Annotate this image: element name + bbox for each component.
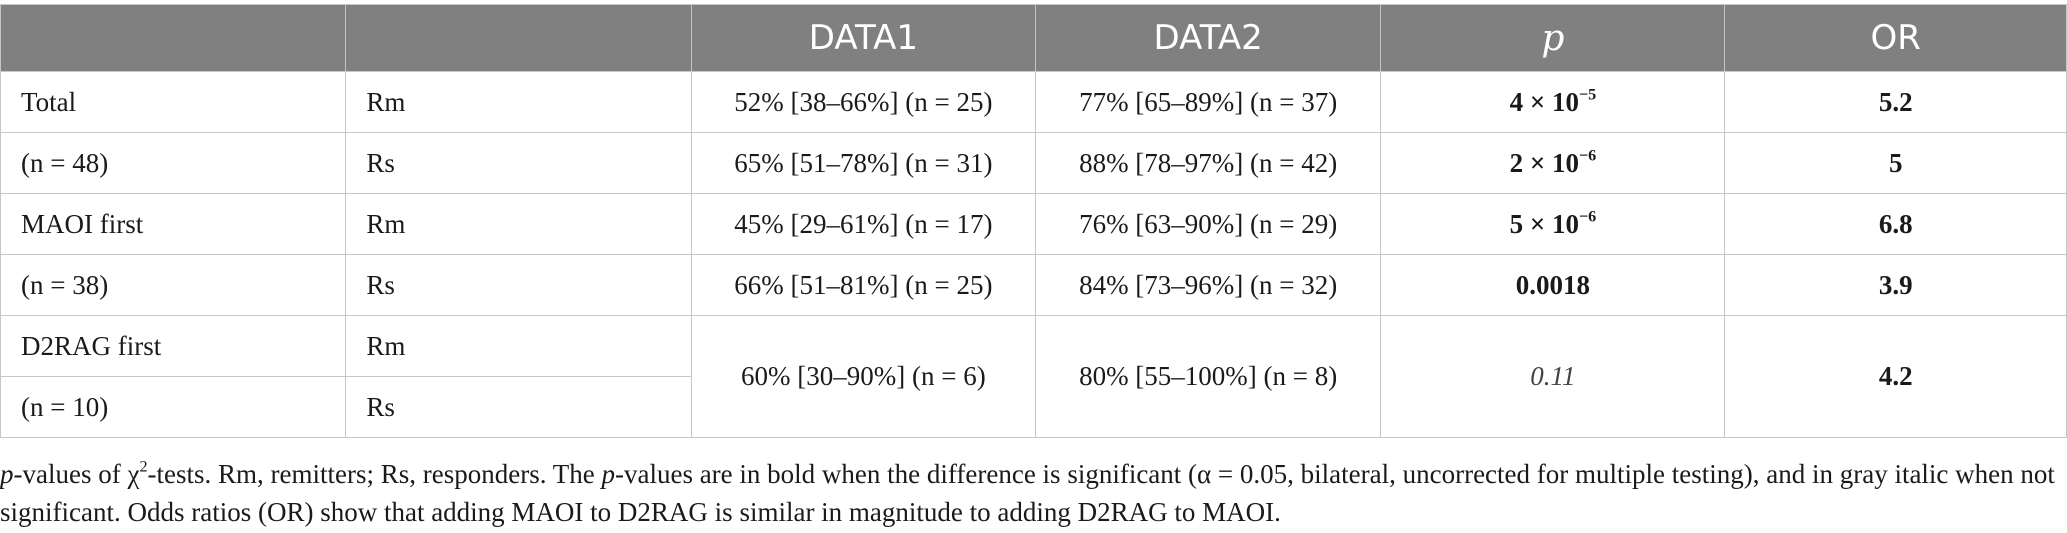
caption-superscript: 2 xyxy=(139,457,148,476)
header-data2: DATA2 xyxy=(1034,4,1382,72)
data2-cell: 88% [78–97%] (n = 42) xyxy=(1034,132,1382,194)
group-label: D2RAG first xyxy=(0,315,347,377)
p-value-base: 5 × 10 xyxy=(1509,208,1579,239)
table-row: MAOI first Rm 45% [29–61%] (n = 17) 76% … xyxy=(0,193,2067,255)
data1-cell: 66% [51–81%] (n = 25) xyxy=(690,254,1036,316)
p-value-exponent: −6 xyxy=(1578,146,1597,165)
type-label: Rs xyxy=(345,132,692,194)
results-table: DATA1 DATA2 p OR Total Rm 52% [38–66%] (… xyxy=(0,4,2067,438)
p-value-exponent: −6 xyxy=(1578,207,1597,226)
odds-ratio-cell: 3.9 xyxy=(1724,254,2067,316)
header-p-value: p xyxy=(1380,4,1726,72)
table-row: (n = 10) Rs xyxy=(0,376,2067,438)
data2-merged-cell: 80% [55–100%] (n = 8) xyxy=(1034,315,1382,438)
p-value-cell: 2 × 10−6 xyxy=(1380,132,1726,194)
table-caption: p-values of χ2-tests. Rm, remitters; Rs,… xyxy=(0,455,2060,531)
p-value-exponent: −5 xyxy=(1578,85,1597,104)
p-value-base: 2 × 10 xyxy=(1509,147,1579,178)
caption-text: -values are in bold when the difference … xyxy=(0,459,2055,527)
group-label: Total xyxy=(0,71,347,133)
caption-p-symbol: p xyxy=(0,459,14,489)
group-label: (n = 48) xyxy=(0,132,347,194)
type-label: Rs xyxy=(345,254,692,316)
header-group xyxy=(0,4,347,72)
odds-ratio-cell: 5 xyxy=(1724,132,2067,194)
data2-cell: 76% [63–90%] (n = 29) xyxy=(1034,193,1382,255)
header-type xyxy=(345,4,692,72)
header-data1: DATA1 xyxy=(690,4,1036,72)
caption-text: -values of χ xyxy=(13,459,140,489)
p-value-cell: 4 × 10−5 xyxy=(1380,71,1726,133)
p-value-cell: 0.0018 xyxy=(1380,254,1726,316)
type-label: Rm xyxy=(345,193,692,255)
odds-ratio-cell: 6.8 xyxy=(1724,193,2067,255)
data1-cell: 52% [38–66%] (n = 25) xyxy=(690,71,1036,133)
table-row: (n = 48) Rs 65% [51–78%] (n = 31) 88% [7… xyxy=(0,132,2067,194)
group-label: MAOI first xyxy=(0,193,347,255)
data1-merged-cell: 60% [30–90%] (n = 6) xyxy=(690,315,1036,438)
p-value-cell: 5 × 10−6 xyxy=(1380,193,1726,255)
data2-cell: 84% [73–96%] (n = 32) xyxy=(1034,254,1382,316)
data2-cell: 77% [65–89%] (n = 37) xyxy=(1034,71,1382,133)
type-label: Rs xyxy=(345,376,692,438)
p-value-base: 4 × 10 xyxy=(1509,86,1579,117)
data1-cell: 45% [29–61%] (n = 17) xyxy=(690,193,1036,255)
caption-p-symbol: p xyxy=(601,459,615,489)
type-label: Rm xyxy=(345,71,692,133)
p-value-merged-cell: 0.11 xyxy=(1380,315,1726,438)
table-row: D2RAG first Rm 60% [30–90%] (n = 6) 80% … xyxy=(0,315,2067,438)
caption-text: -tests. Rm, remitters; Rs, responders. T… xyxy=(147,459,602,489)
odds-ratio-cell: 5.2 xyxy=(1724,71,2067,133)
data1-cell: 65% [51–78%] (n = 31) xyxy=(690,132,1036,194)
header-odds-ratio: OR xyxy=(1724,4,2067,72)
table-row: Total Rm 52% [38–66%] (n = 25) 77% [65–8… xyxy=(0,71,2067,133)
header-row: DATA1 DATA2 p OR xyxy=(0,4,2067,72)
group-label: (n = 10) xyxy=(0,376,347,438)
group-label: (n = 38) xyxy=(0,254,347,316)
table-row: (n = 38) Rs 66% [51–81%] (n = 25) 84% [7… xyxy=(0,254,2067,316)
odds-ratio-merged-cell: 4.2 xyxy=(1724,315,2067,438)
type-label: Rm xyxy=(345,315,692,377)
